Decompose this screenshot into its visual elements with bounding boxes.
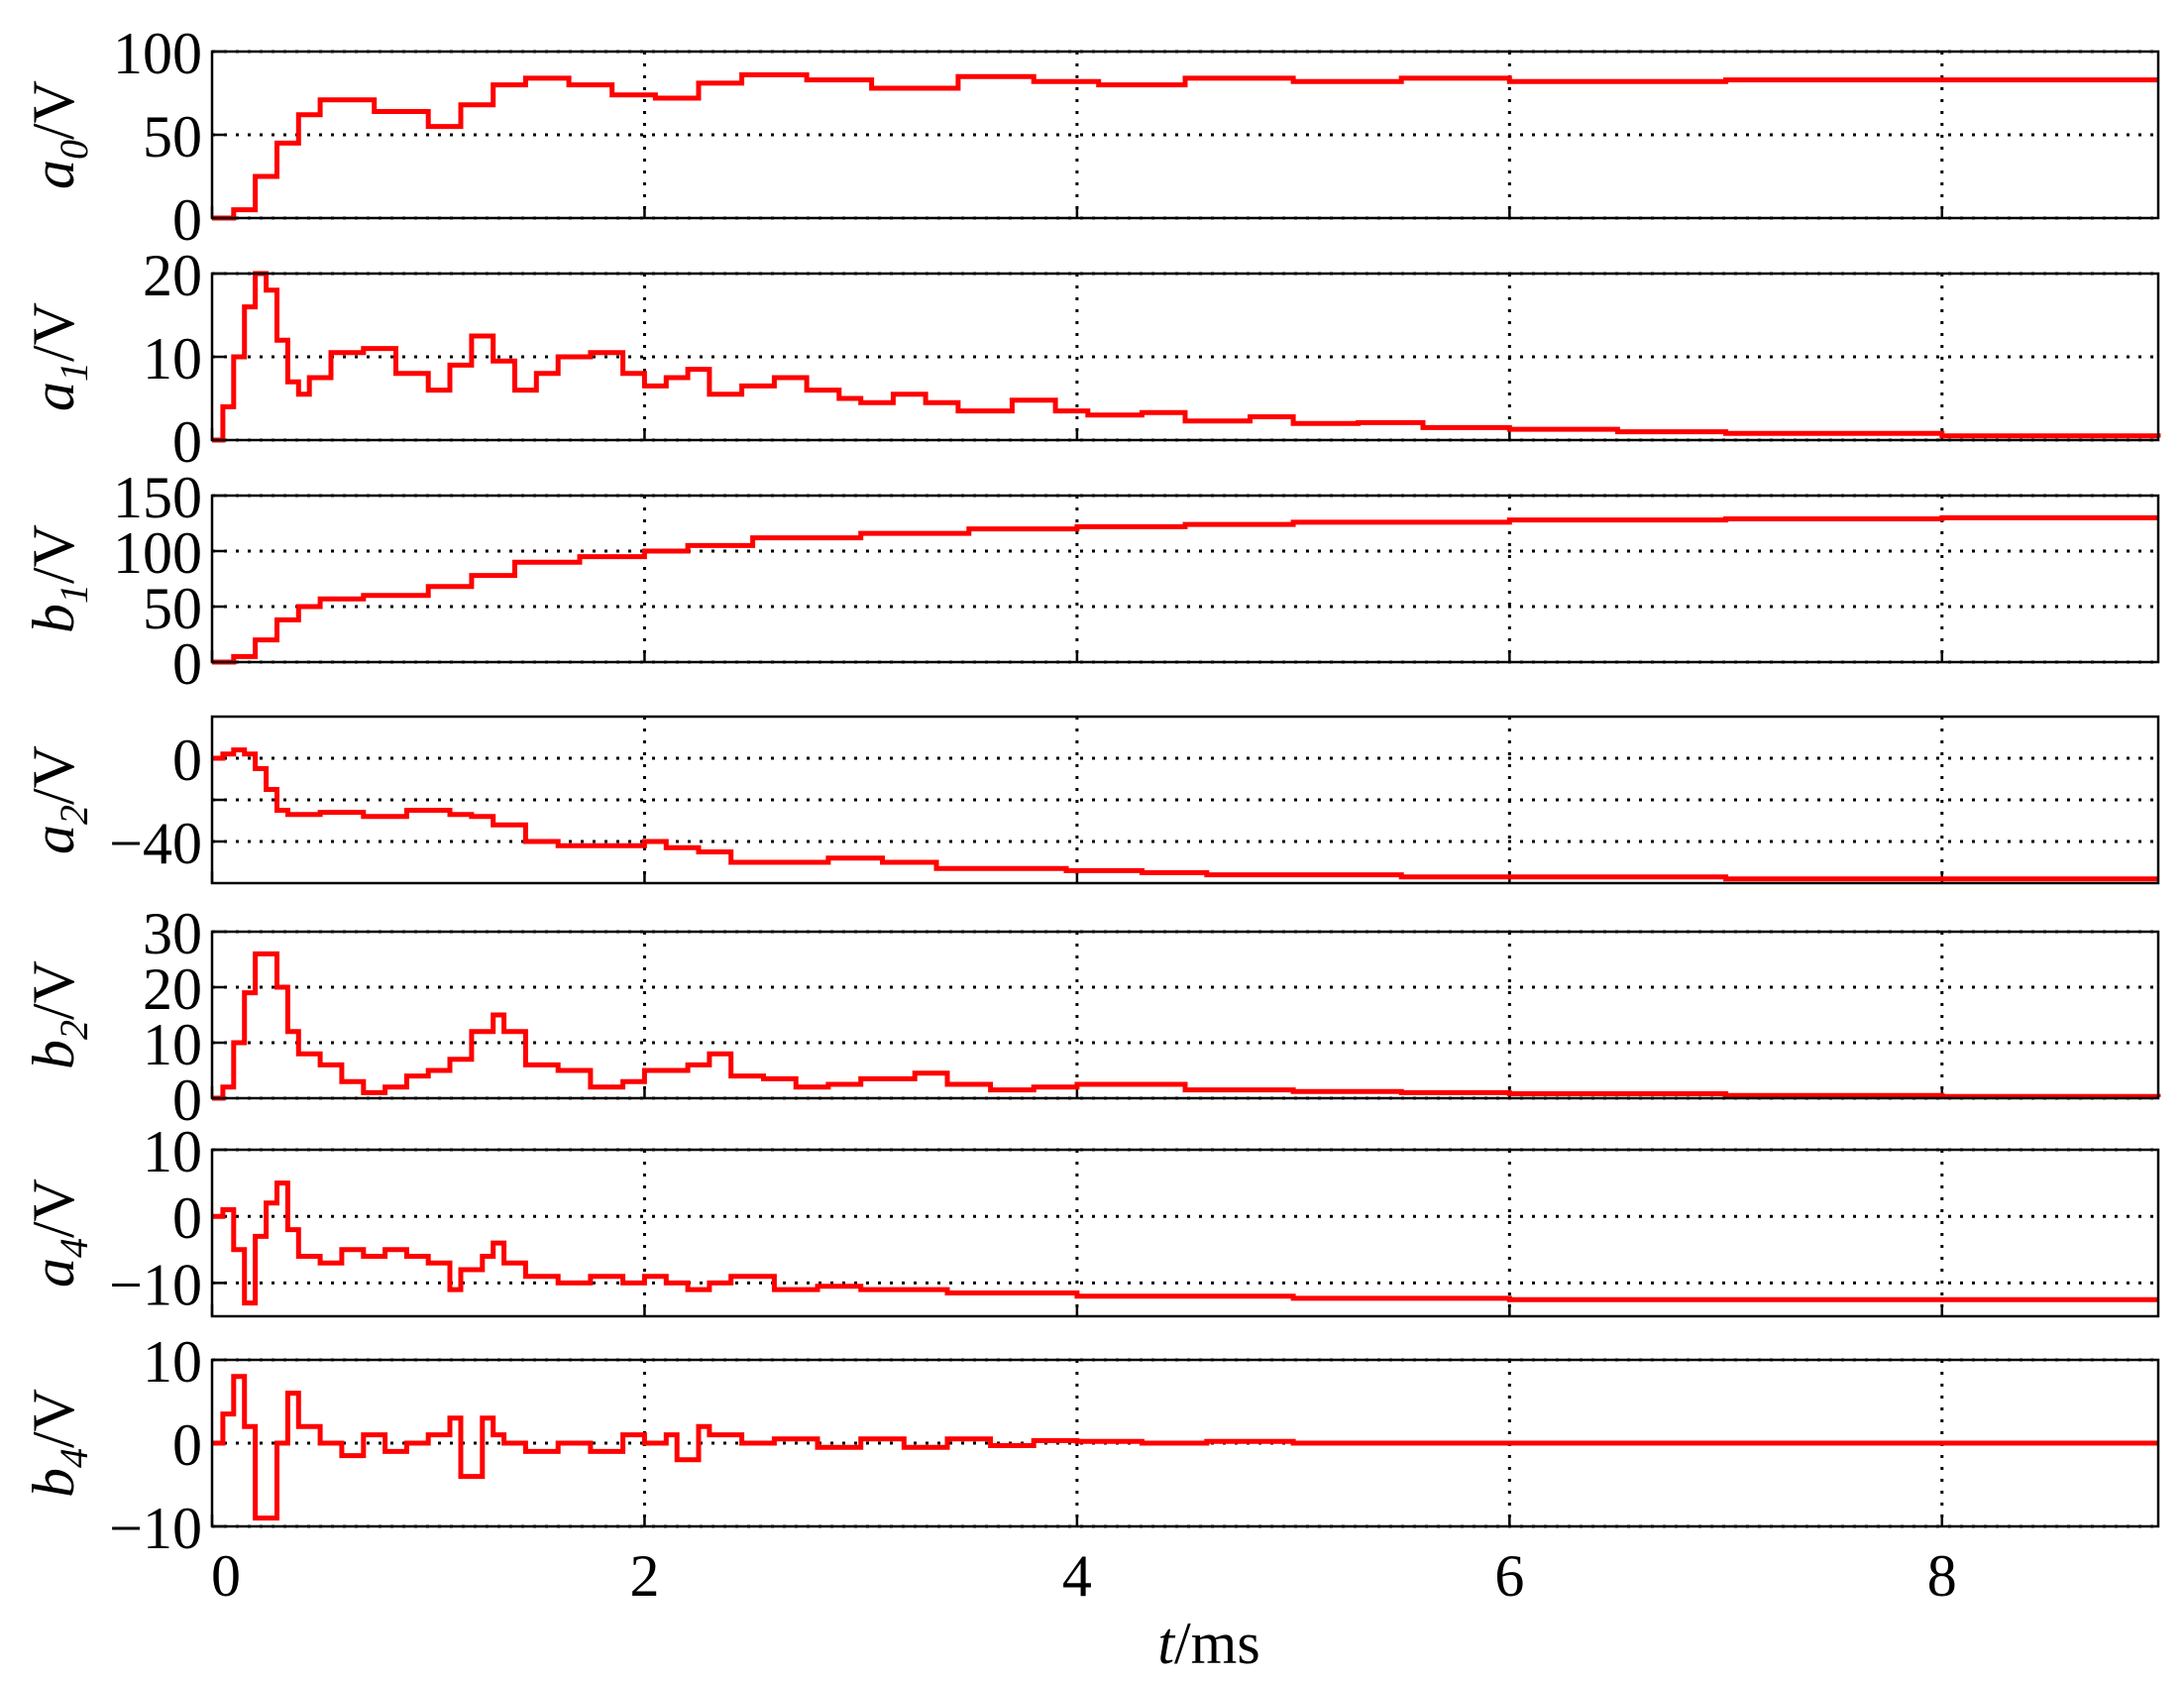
y-tick-label: 0 (172, 631, 202, 697)
y-tick-label: −10 (109, 1252, 202, 1317)
y-axis-label: b1/V (21, 524, 96, 633)
y-tick-label: 100 (113, 520, 202, 586)
y-axis-label-subscript: 4 (52, 1448, 96, 1468)
y-tick-label: 0 (172, 409, 202, 475)
y-tick-label: 0 (172, 1067, 202, 1133)
y-tick-label: 50 (143, 576, 202, 641)
y-axis-label-unit: /V (21, 80, 86, 140)
y-tick-label: 0 (172, 1185, 202, 1251)
y-axis-label: a0/V (21, 80, 96, 189)
y-tick-label: 50 (143, 104, 202, 169)
plot-frame (210, 715, 2160, 885)
y-tick-label: −40 (109, 811, 202, 876)
series-trace-a4 (212, 1180, 2158, 1306)
y-axis-label-unit: /V (21, 302, 86, 362)
x-tick-label: 2 (629, 1543, 659, 1609)
y-tick-label: 30 (143, 901, 202, 966)
y-axis-label: b4/V (21, 1389, 96, 1498)
y-axis-label: a4/V (21, 1178, 96, 1288)
y-axis-label-variable: b (21, 604, 86, 633)
y-axis-label-unit: /V (21, 1389, 86, 1448)
x-tick-label: 8 (1927, 1543, 1957, 1609)
y-axis-label-variable: b (21, 1468, 86, 1498)
series-trace-a2 (212, 747, 2158, 882)
x-tick-label: 0 (211, 1543, 241, 1609)
plot-frame (210, 1358, 2160, 1528)
y-axis-label-variable: a (21, 382, 86, 411)
y-axis-label-unit: /V (21, 745, 86, 805)
x-axis-label-variable: t (1157, 1611, 1175, 1676)
y-axis-label-unit: /V (21, 1178, 86, 1238)
y-axis-label-unit: /V (21, 524, 86, 584)
subplot-stack: 050100a0/V01020a1/V050100150b1/V0−40a2/V… (21, 21, 2161, 1561)
series-trace-a0 (212, 72, 2158, 221)
x-tick-label: 6 (1494, 1543, 1524, 1609)
y-axis-label-subscript: 0 (52, 140, 96, 160)
y-axis-label-variable: a (21, 825, 86, 854)
y-axis-label-subscript: 2 (52, 805, 96, 825)
y-axis-label-variable: a (21, 1258, 86, 1288)
y-tick-label: 10 (143, 1329, 202, 1395)
plot-frame (210, 930, 2160, 1100)
y-axis-label-subscript: 2 (52, 1020, 96, 1040)
plot-frame (210, 50, 2160, 220)
y-tick-label: 20 (143, 956, 202, 1022)
y-tick-label: 100 (113, 21, 202, 86)
series-trace-b4 (212, 1374, 2158, 1521)
y-axis-label: a1/V (21, 302, 96, 411)
series-trace-b1 (212, 514, 2158, 665)
y-tick-label: 20 (143, 243, 202, 308)
y-tick-label: 10 (143, 1012, 202, 1077)
x-tick-label: 4 (1062, 1543, 1092, 1609)
y-tick-label: 0 (172, 1412, 202, 1478)
y-axis-label-subscript: 1 (52, 584, 96, 604)
y-axis-label: b2/V (21, 960, 96, 1069)
x-tick-labels: 0 2 4 6 8 (211, 1543, 1957, 1609)
x-axis-label: t/ms (1157, 1611, 1259, 1676)
x-axis-label-unit: /ms (1174, 1611, 1260, 1676)
plot-frame (210, 494, 2160, 664)
shared-x-axis: 0 2 4 6 8 t/ms (211, 1543, 1957, 1676)
subplot-a1: 0 10 20 a1/V (21, 243, 2161, 475)
y-axis-label: a2/V (21, 745, 96, 854)
series-trace-a1 (212, 271, 2161, 443)
y-axis-label-unit: /V (21, 960, 86, 1020)
y-tick-label: 0 (172, 728, 202, 793)
y-tick-label: 150 (113, 465, 202, 530)
plot-frame (210, 1148, 2160, 1318)
plot-frame (210, 272, 2160, 442)
y-tick-label: 10 (143, 326, 202, 392)
y-axis-label-subscript: 4 (52, 1238, 96, 1258)
y-tick-label: 10 (143, 1119, 202, 1184)
y-tick-label: 0 (172, 187, 202, 253)
y-axis-label-variable: b (21, 1040, 86, 1069)
y-axis-label-subscript: 1 (52, 362, 96, 382)
y-axis-label-variable: a (21, 160, 86, 189)
y-tick-label: −10 (109, 1496, 202, 1561)
series-trace-b2 (212, 951, 2161, 1101)
